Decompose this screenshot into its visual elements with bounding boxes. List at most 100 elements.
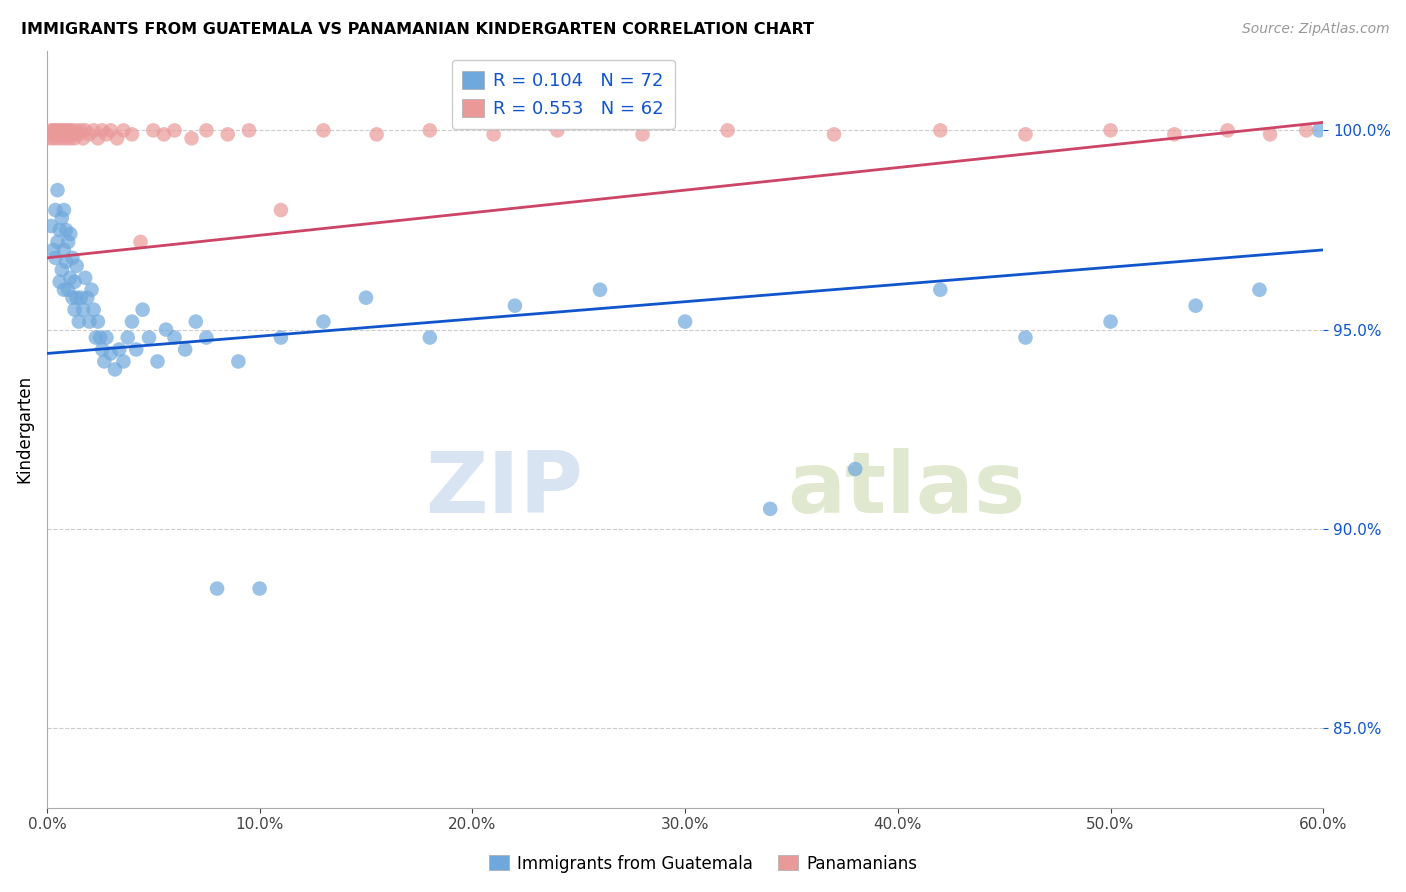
Point [56, 123, 79, 137]
Point [42, 243, 65, 257]
Text: IMMIGRANTS FROM GUATEMALA VS PANAMANIAN KINDERGARTEN CORRELATION CHART: IMMIGRANTS FROM GUATEMALA VS PANAMANIAN … [21, 22, 814, 37]
Point [48, 123, 70, 137]
Point [1014, 330, 1036, 344]
Point [482, 128, 505, 142]
Point [354, 291, 377, 305]
Point [146, 354, 169, 368]
Point [673, 315, 696, 329]
Point [228, 354, 250, 368]
Point [70, 123, 93, 137]
Point [42, 123, 65, 137]
Point [51, 262, 73, 277]
Point [46, 131, 69, 145]
Point [56, 283, 79, 297]
Point [184, 315, 207, 329]
Point [39, 123, 62, 137]
Point [419, 123, 441, 137]
Point [93, 354, 115, 368]
Point [205, 582, 228, 596]
Point [63, 302, 86, 317]
Point [163, 330, 186, 344]
Point [72, 302, 94, 317]
Point [75, 270, 97, 285]
Point [929, 283, 952, 297]
Point [112, 123, 135, 137]
Point [79, 315, 101, 329]
Point [56, 128, 79, 142]
Point [59, 270, 82, 285]
Point [1184, 299, 1206, 313]
Point [503, 299, 526, 313]
Point [67, 315, 90, 329]
Point [131, 302, 153, 317]
Point [52, 123, 75, 137]
Point [129, 235, 152, 249]
Point [180, 131, 202, 145]
Point [195, 123, 218, 137]
Legend: R = 0.104   N = 72, R = 0.553   N = 62: R = 0.104 N = 72, R = 0.553 N = 62 [451, 60, 675, 129]
Point [87, 315, 110, 329]
Point [589, 283, 612, 297]
Point [419, 330, 441, 344]
Point [48, 275, 70, 289]
Point [1308, 123, 1330, 137]
Point [112, 354, 135, 368]
Point [96, 330, 118, 344]
Point [62, 291, 84, 305]
Point [105, 131, 128, 145]
Point [44, 251, 66, 265]
Point [51, 131, 73, 145]
Point [366, 128, 388, 142]
Point [759, 501, 782, 516]
Point [62, 251, 84, 265]
Point [59, 131, 82, 145]
Point [39, 128, 62, 142]
Point [1163, 128, 1185, 142]
Point [1295, 123, 1317, 137]
Point [1249, 283, 1271, 297]
Point [138, 330, 160, 344]
Point [153, 128, 176, 142]
Point [1099, 315, 1122, 329]
Point [44, 123, 66, 137]
Point [63, 131, 86, 145]
Text: Source: ZipAtlas.com: Source: ZipAtlas.com [1241, 22, 1389, 37]
Point [76, 291, 98, 305]
Point [312, 315, 335, 329]
Point [125, 343, 148, 357]
Y-axis label: Kindergarten: Kindergarten [15, 376, 32, 483]
Text: atlas: atlas [787, 449, 1025, 532]
Point [59, 227, 82, 241]
Point [66, 259, 89, 273]
Point [56, 235, 79, 249]
Point [59, 123, 82, 137]
Point [823, 128, 845, 142]
Point [72, 131, 94, 145]
Point [46, 123, 69, 137]
Point [142, 123, 165, 137]
Point [55, 255, 77, 269]
Point [48, 128, 70, 142]
Point [67, 128, 90, 142]
Point [66, 291, 89, 305]
Point [80, 283, 103, 297]
Point [270, 330, 292, 344]
Point [51, 123, 73, 137]
Point [96, 128, 118, 142]
Point [929, 123, 952, 137]
Point [70, 291, 93, 305]
Point [46, 235, 69, 249]
Point [91, 343, 114, 357]
Point [546, 123, 568, 137]
Point [238, 123, 260, 137]
Point [108, 343, 131, 357]
Point [312, 123, 335, 137]
Point [44, 202, 66, 217]
Point [83, 123, 105, 137]
Point [83, 302, 105, 317]
Point [39, 219, 62, 233]
Point [1216, 123, 1239, 137]
Point [75, 123, 97, 137]
Point [1014, 128, 1036, 142]
Text: ZIP: ZIP [425, 449, 583, 532]
